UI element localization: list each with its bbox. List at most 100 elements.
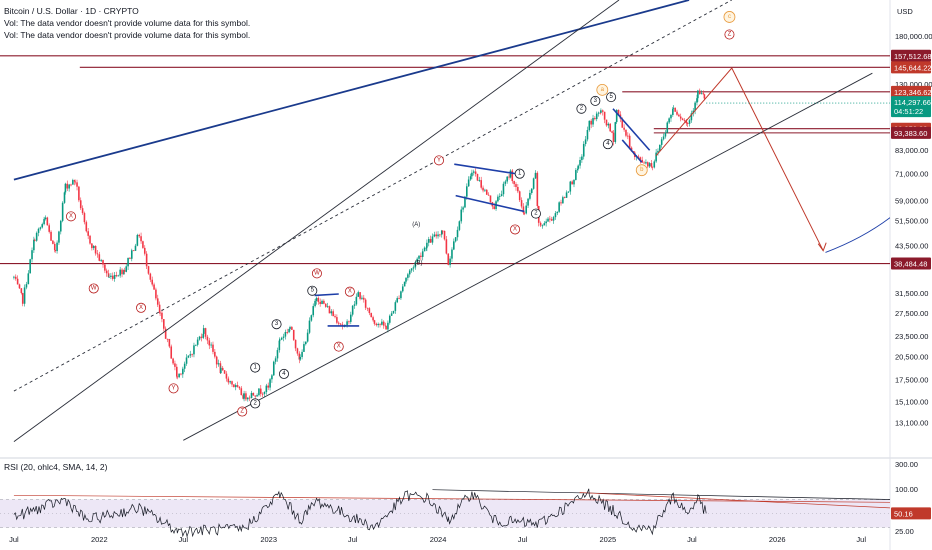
candle-body <box>697 90 699 99</box>
wave-label-text: (A) <box>412 222 420 228</box>
candle-body <box>462 207 464 210</box>
candle-body <box>601 110 604 112</box>
candle-body <box>156 298 159 305</box>
wave-label-text: b <box>640 167 644 173</box>
time-tick-label: Jul <box>687 535 697 544</box>
candle-body <box>291 327 293 330</box>
candle-body <box>330 311 333 314</box>
candle-body <box>96 253 99 255</box>
candle-body <box>142 241 144 248</box>
wave-label-circle <box>530 208 541 219</box>
wave-label: (A) <box>412 222 420 228</box>
candle-body <box>590 120 592 125</box>
candle-body <box>143 247 146 254</box>
candle-body <box>168 339 171 347</box>
wave-label-circle <box>307 285 318 296</box>
candle-body <box>41 224 44 228</box>
wave-label: W <box>88 283 99 294</box>
price-tag-bg <box>891 61 931 74</box>
candle-body <box>560 202 562 204</box>
time-tick-label: Jul <box>856 535 866 544</box>
trendline <box>13 0 690 181</box>
candle-body <box>373 320 376 324</box>
wave-label-circle <box>723 11 736 23</box>
candles <box>13 88 706 402</box>
candle-body <box>653 161 656 168</box>
rsi-tick-label: 25.00 <box>895 527 914 536</box>
candle-body <box>202 333 205 338</box>
wave-label-text: 2 <box>580 106 584 112</box>
candle-body <box>50 231 52 241</box>
candle-body <box>326 306 329 308</box>
price-tag: 123,346.62 <box>891 85 932 98</box>
candle-body <box>332 311 334 317</box>
candle-body <box>400 291 402 299</box>
candle-body <box>223 370 226 374</box>
time-axis: Jul 2022 Jul 2023 Jul 2024 Jul 2025 Jul 2026 Jul <box>9 535 866 544</box>
candle-body <box>123 269 126 272</box>
candle-body <box>115 275 118 277</box>
wave-label-text: X <box>69 213 73 219</box>
candle-body <box>52 240 54 244</box>
candle-body <box>172 358 174 364</box>
wave-label-circle <box>88 283 99 294</box>
candle-body <box>639 157 642 160</box>
wave-label: c <box>723 11 736 23</box>
candle-body <box>178 373 180 378</box>
candle-body <box>182 368 184 375</box>
candle-body <box>132 250 135 252</box>
candle-body <box>312 306 315 316</box>
candle-body <box>92 245 95 249</box>
wave-label: W <box>311 268 322 279</box>
candle-body <box>405 277 407 282</box>
candle-body <box>460 209 463 222</box>
wave-label-text: 5 <box>609 94 613 100</box>
price-tick-label: 17,500.00 <box>895 376 928 385</box>
candle-body <box>621 118 624 128</box>
candle-body <box>299 356 302 360</box>
candle-body <box>214 351 216 357</box>
candle-body <box>426 242 428 248</box>
candle-body <box>425 247 428 249</box>
wave-label-circle <box>724 29 735 40</box>
price-tick-label: 59,000.00 <box>895 197 928 206</box>
candle-body <box>454 237 457 242</box>
candle-body <box>180 373 182 375</box>
candle-body <box>599 112 602 114</box>
price-tag-bg <box>891 257 931 270</box>
wave-label-text: X <box>337 344 341 350</box>
candle-body <box>447 253 450 265</box>
candle-body <box>236 385 239 387</box>
candle-body <box>129 257 131 259</box>
candle-body <box>58 231 60 243</box>
candle-body <box>700 93 703 95</box>
candle-body <box>155 289 157 299</box>
candle-body <box>134 245 137 251</box>
candle-body <box>336 317 338 323</box>
candle-body <box>471 172 473 177</box>
price-tick-label: 71,000.00 <box>895 169 928 178</box>
candle-body <box>193 345 195 355</box>
candle-body <box>104 264 106 271</box>
candle-body <box>562 197 564 204</box>
candle-body <box>234 385 237 388</box>
candle-body <box>412 267 415 269</box>
candle-body <box>79 200 82 209</box>
candle-body <box>328 306 331 314</box>
candle-body <box>449 258 451 265</box>
candle-body <box>43 219 45 225</box>
candle-body <box>107 273 110 278</box>
candle-body <box>164 328 167 339</box>
volume-notice: Vol: The data vendor doesn't provide vol… <box>4 30 251 40</box>
candle-body <box>694 102 696 111</box>
price-tag-text: 123,346.62 <box>894 88 932 97</box>
candle-body <box>94 245 97 254</box>
candle-body <box>529 192 531 199</box>
candle-body <box>76 182 78 187</box>
candle-body <box>140 236 142 242</box>
price-tick-label: 27,500.00 <box>895 309 928 318</box>
wave-label: 2 <box>576 103 587 114</box>
wave-label: X <box>65 211 76 222</box>
candle-body <box>29 259 31 274</box>
